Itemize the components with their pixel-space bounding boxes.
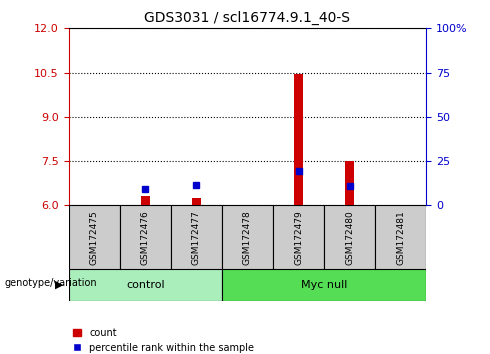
- Bar: [222, 269, 426, 301]
- Text: ▶: ▶: [55, 280, 64, 290]
- Text: GSM172476: GSM172476: [141, 210, 150, 264]
- Title: GDS3031 / scl16774.9.1_40-S: GDS3031 / scl16774.9.1_40-S: [145, 10, 350, 24]
- Text: Myc null: Myc null: [301, 280, 347, 290]
- Text: genotype/variation: genotype/variation: [5, 278, 98, 288]
- Text: control: control: [126, 280, 165, 290]
- Text: GSM172477: GSM172477: [192, 210, 201, 264]
- Bar: [69, 269, 222, 301]
- Bar: [192, 198, 201, 205]
- Legend: count, percentile rank within the sample: count, percentile rank within the sample: [74, 328, 254, 353]
- Text: GSM172480: GSM172480: [345, 210, 354, 264]
- Text: GSM172481: GSM172481: [396, 210, 405, 264]
- Bar: [141, 196, 150, 205]
- Bar: [69, 205, 120, 269]
- Bar: [171, 205, 222, 269]
- Bar: [345, 161, 354, 205]
- Bar: [324, 205, 375, 269]
- Bar: [375, 205, 426, 269]
- Text: GSM172478: GSM172478: [243, 210, 252, 264]
- Bar: [222, 205, 273, 269]
- Bar: [294, 74, 303, 205]
- Text: GSM172479: GSM172479: [294, 210, 303, 264]
- Bar: [120, 205, 171, 269]
- Text: GSM172475: GSM172475: [90, 210, 98, 264]
- Bar: [273, 205, 324, 269]
